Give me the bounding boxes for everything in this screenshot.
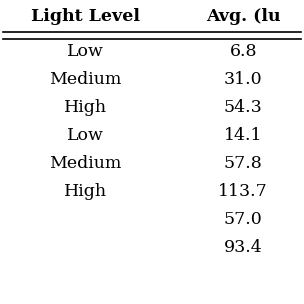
- Text: Low: Low: [67, 127, 104, 144]
- Text: Avg. (lu: Avg. (lu: [206, 8, 281, 25]
- Text: High: High: [64, 99, 107, 116]
- Text: Medium: Medium: [49, 71, 121, 88]
- Text: Medium: Medium: [49, 155, 121, 172]
- Text: High: High: [64, 183, 107, 200]
- Text: 113.7: 113.7: [218, 183, 268, 200]
- Text: 54.3: 54.3: [224, 99, 263, 116]
- Text: 6.8: 6.8: [230, 43, 257, 60]
- Text: Light Level: Light Level: [31, 8, 140, 25]
- Text: 31.0: 31.0: [224, 71, 263, 88]
- Text: 93.4: 93.4: [224, 239, 263, 256]
- Text: 14.1: 14.1: [224, 127, 262, 144]
- Text: 57.8: 57.8: [224, 155, 263, 172]
- Text: 57.0: 57.0: [224, 211, 263, 228]
- Text: Low: Low: [67, 43, 104, 60]
